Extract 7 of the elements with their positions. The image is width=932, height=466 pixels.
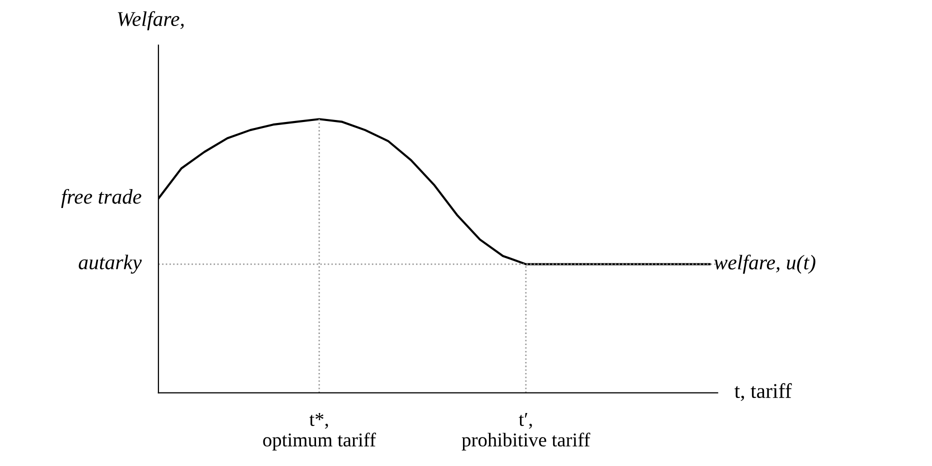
text: free trade (61, 188, 142, 208)
series-label: welfare, u(t) (714, 254, 816, 274)
ref-line-label: autarky (78, 254, 142, 274)
x-axis-title: t, tariff (734, 383, 792, 402)
x-tick-label: t′, prohibitive tariff (462, 413, 590, 450)
y-axis-title: Welfare, (118, 11, 184, 30)
x-tick-label: t*, optimum tariff (263, 413, 376, 450)
